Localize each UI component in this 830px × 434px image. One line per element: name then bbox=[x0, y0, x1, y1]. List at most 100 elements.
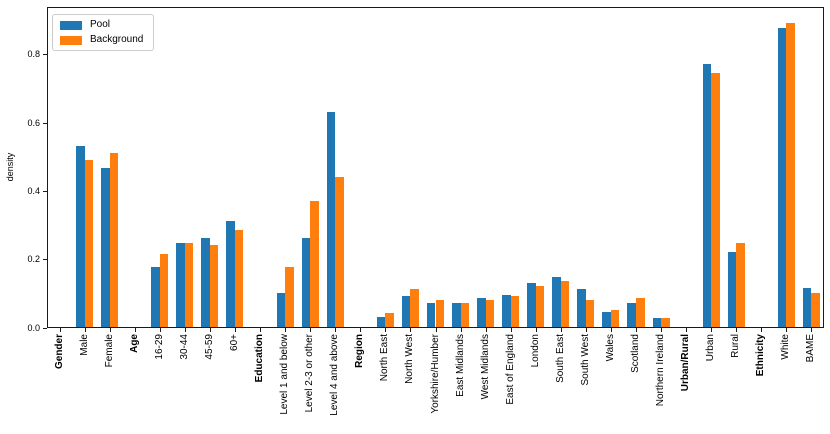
x-category-label: White bbox=[780, 334, 792, 360]
bar-background bbox=[109, 152, 119, 327]
bar-pool bbox=[201, 238, 210, 327]
x-tick-mark bbox=[510, 328, 512, 332]
x-tick-mark bbox=[360, 328, 362, 332]
bar-pool bbox=[552, 277, 561, 327]
bar-pool bbox=[577, 289, 586, 327]
bar-pool bbox=[602, 311, 611, 327]
bar-background bbox=[84, 159, 94, 327]
x-category-label: Level 4 and above bbox=[329, 334, 341, 416]
bar-pool bbox=[652, 318, 662, 327]
x-category-label: Level 2-3 or other bbox=[304, 334, 316, 413]
y-tick-mark bbox=[43, 122, 47, 124]
y-tick-mark bbox=[43, 259, 47, 261]
x-group-header-label: Gender bbox=[53, 334, 65, 370]
x-tick-mark bbox=[811, 328, 813, 332]
x-category-label: Scotland bbox=[630, 334, 642, 373]
bar-background bbox=[460, 303, 470, 327]
y-tick-label: 0.4 bbox=[27, 185, 40, 196]
legend-entry: Pool bbox=[60, 20, 143, 30]
x-category-label: 30-44 bbox=[178, 334, 190, 360]
bar-background bbox=[736, 243, 745, 327]
legend-entry: Background bbox=[60, 35, 143, 45]
x-category-label: Wales bbox=[604, 334, 616, 362]
x-category-label: Rural bbox=[730, 334, 742, 358]
bar-pool bbox=[301, 238, 311, 327]
x-category-label: 60+ bbox=[228, 334, 240, 351]
x-tick-mark bbox=[686, 328, 688, 332]
y-axis-title: density bbox=[5, 152, 15, 182]
bar-background bbox=[661, 318, 670, 327]
bar-background bbox=[159, 253, 169, 327]
bar-pool bbox=[777, 28, 787, 327]
x-group-header-label: Region bbox=[354, 334, 366, 368]
bar-background bbox=[234, 229, 244, 327]
bar-pool bbox=[276, 292, 286, 327]
bar-background bbox=[485, 299, 495, 327]
x-category-label: South East bbox=[554, 334, 566, 383]
x-tick-mark bbox=[285, 328, 287, 332]
y-tick-label: 0.0 bbox=[27, 322, 40, 333]
x-tick-mark bbox=[460, 328, 462, 332]
bar-pool bbox=[226, 221, 235, 327]
x-category-label: 16-29 bbox=[153, 334, 165, 360]
bar-pool bbox=[151, 267, 160, 327]
x-tick-mark bbox=[134, 328, 136, 332]
bar-background bbox=[636, 297, 645, 327]
x-tick-mark bbox=[159, 328, 161, 332]
legend: Pool Background bbox=[52, 14, 155, 51]
bar-pool bbox=[477, 297, 486, 327]
bar-pool bbox=[326, 111, 336, 327]
x-category-label: BAME bbox=[805, 334, 817, 363]
x-tick-mark bbox=[535, 328, 537, 332]
bar-background bbox=[410, 289, 419, 327]
bar-pool bbox=[401, 296, 411, 327]
x-tick-mark bbox=[661, 328, 663, 332]
bar-background bbox=[209, 245, 219, 327]
x-tick-mark bbox=[736, 328, 738, 332]
bar-pool bbox=[527, 282, 536, 327]
bar-pool bbox=[76, 146, 85, 327]
y-tick-mark bbox=[43, 54, 47, 56]
x-group-header-label: Age bbox=[128, 334, 140, 353]
x-category-label: North West bbox=[404, 334, 416, 384]
x-tick-mark bbox=[385, 328, 387, 332]
bar-pool bbox=[426, 303, 436, 327]
bar-pool bbox=[627, 303, 636, 327]
x-category-label: North East bbox=[379, 334, 391, 382]
bar-pool bbox=[702, 64, 712, 327]
y-tick-mark bbox=[43, 190, 47, 192]
x-tick-mark bbox=[761, 328, 763, 332]
x-tick-mark bbox=[711, 328, 713, 332]
x-tick-mark bbox=[610, 328, 612, 332]
bar-background bbox=[786, 23, 795, 327]
x-category-label: South West bbox=[579, 334, 591, 386]
x-group-header-label: Education bbox=[254, 334, 266, 383]
x-category-label: East Midlands bbox=[454, 334, 466, 397]
bar-background bbox=[310, 200, 319, 327]
x-category-label: Urban bbox=[705, 334, 717, 362]
bar-pool bbox=[452, 303, 461, 327]
bar-pool bbox=[176, 243, 185, 327]
legend-swatch bbox=[60, 20, 82, 30]
legend-label: Background bbox=[90, 34, 144, 45]
bar-background bbox=[285, 267, 294, 327]
x-category-label: East of England bbox=[504, 334, 516, 405]
x-tick-mark bbox=[234, 328, 236, 332]
bar-background bbox=[585, 299, 595, 327]
bar-pool bbox=[376, 316, 386, 327]
x-category-label: 45-59 bbox=[203, 334, 215, 360]
x-tick-mark bbox=[310, 328, 312, 332]
plot-area: Pool Background bbox=[47, 7, 824, 328]
x-tick-mark bbox=[636, 328, 638, 332]
y-tick-label: 0.2 bbox=[27, 254, 40, 265]
x-group-header-label: Ethnicity bbox=[755, 334, 767, 377]
x-tick-mark bbox=[335, 328, 337, 332]
y-tick-label: 0.8 bbox=[27, 49, 40, 60]
x-tick-mark bbox=[585, 328, 587, 332]
x-tick-mark bbox=[560, 328, 562, 332]
x-category-label: West Midlands bbox=[479, 334, 491, 400]
y-tick-label: 0.6 bbox=[27, 117, 40, 128]
x-tick-mark bbox=[109, 328, 111, 332]
x-category-label: Male bbox=[78, 334, 90, 356]
